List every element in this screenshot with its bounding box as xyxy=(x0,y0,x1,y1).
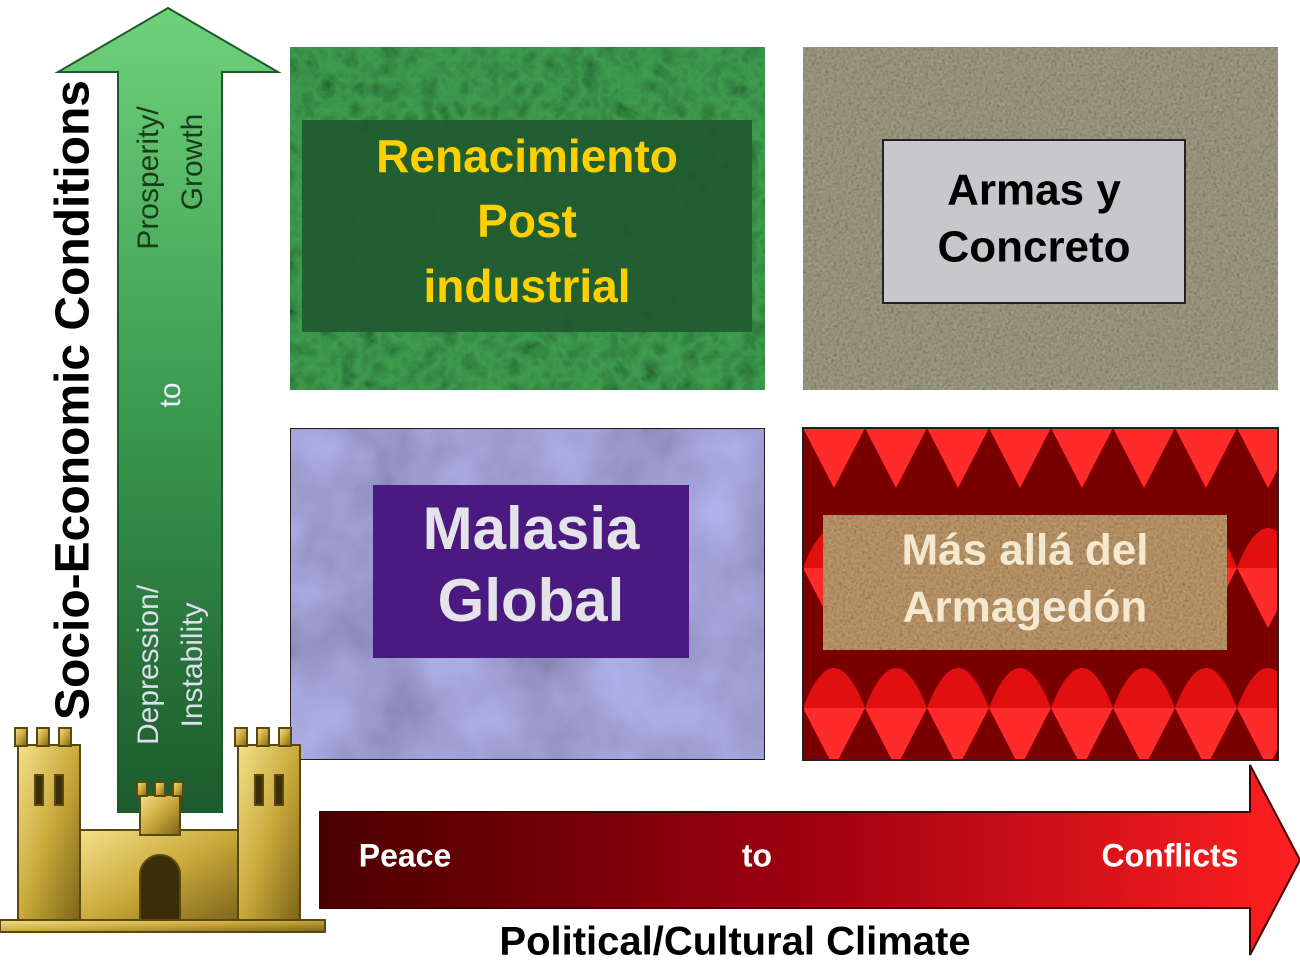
quadrant-label: Malasia xyxy=(423,495,640,562)
quadrant-label: Concreto xyxy=(937,223,1130,272)
x-right-label: Conflicts xyxy=(1102,837,1239,873)
y-axis-title: Socio-Economic Conditions xyxy=(47,80,100,720)
y-low-label: Depression/ xyxy=(132,584,165,745)
quadrant-label: Armas y xyxy=(947,166,1121,215)
quadrant-label: Global xyxy=(438,567,625,634)
quadrant: Renacimiento Post industrial xyxy=(290,47,765,390)
quadrant: Malasia Global xyxy=(290,428,765,760)
quadrant-label: Más allá del xyxy=(901,526,1148,575)
diagram: Socio-Economic Conditions Prosperity/ Gr… xyxy=(0,0,1300,964)
y-high-label: Prosperity/ xyxy=(132,106,165,250)
quadrant: Más allá del Armagedón xyxy=(803,428,1278,760)
quadrant-label: Post xyxy=(477,195,577,247)
x-middle-label: to xyxy=(742,837,772,873)
quadrant-label: industrial xyxy=(423,260,630,312)
y-middle-label: to xyxy=(154,382,187,407)
x-axis-title: Political/Cultural Climate xyxy=(499,920,970,964)
quadrant: Armas y Concreto xyxy=(803,47,1278,390)
y-high-label: Growth xyxy=(176,114,209,211)
quadrant-label: Renacimiento xyxy=(376,130,678,182)
y-low-label: Instability xyxy=(176,602,209,727)
x-left-label: Peace xyxy=(359,837,452,873)
quadrant-label: Armagedón xyxy=(903,583,1147,632)
